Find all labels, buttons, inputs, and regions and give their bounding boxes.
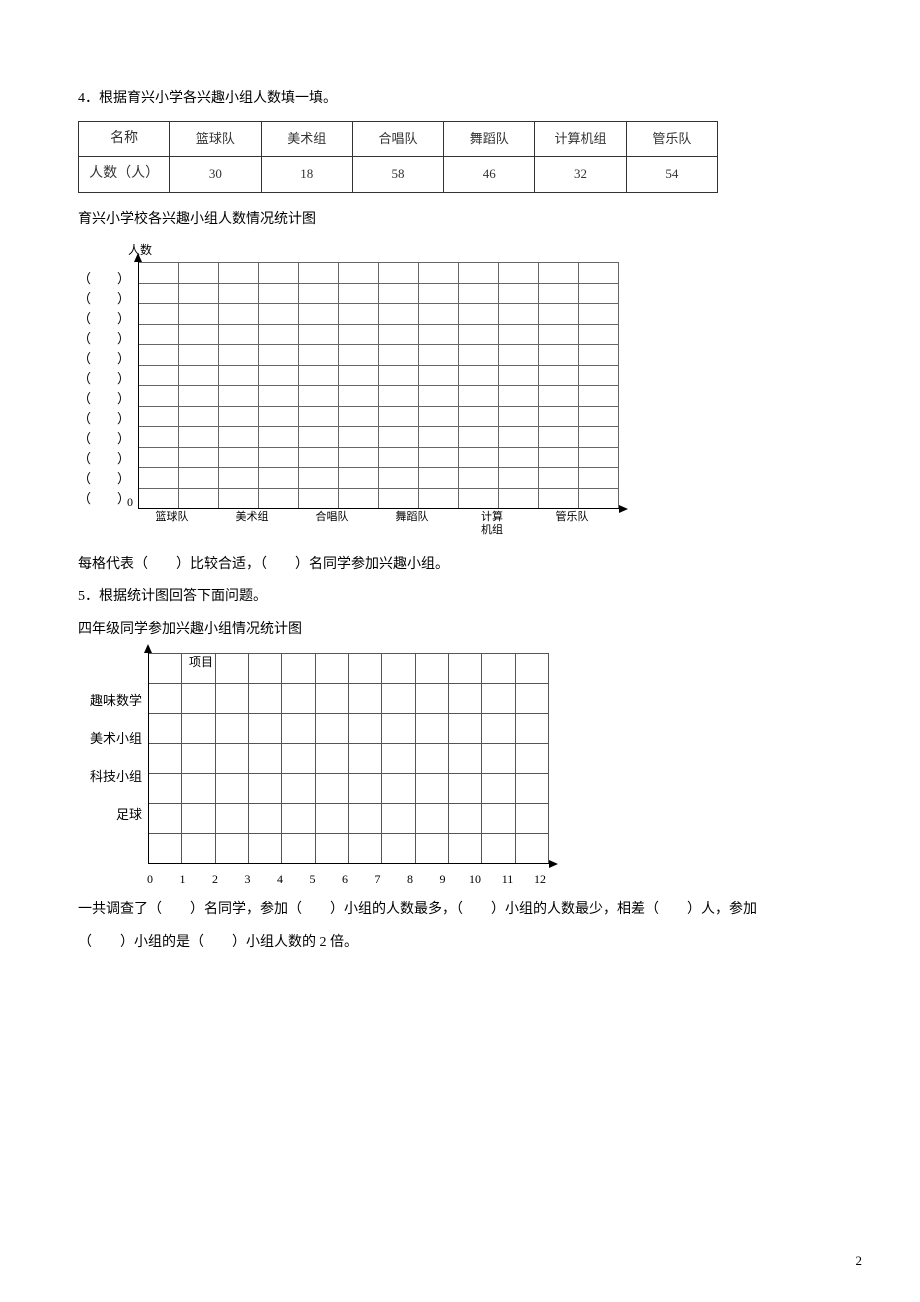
yl-tech: 科技小组 [78, 767, 142, 805]
q4-ylabel-top: 人数 [128, 239, 842, 262]
yb-7: （ ） [78, 409, 130, 429]
yb-5: （ ） [78, 369, 130, 389]
yb-3: （ ） [78, 329, 130, 349]
table-header-row: 名称 篮球队 美术组 合唱队 舞蹈队 计算机组 管乐队 [79, 121, 718, 157]
q5-y-labels: 趣味数学 美术小组 科技小组 足球 [78, 691, 142, 843]
yl-art: 美术小组 [78, 729, 142, 767]
page-number: 2 [856, 1249, 863, 1274]
yl-football: 足球 [78, 805, 142, 843]
val-dance: 46 [444, 157, 535, 193]
q5-x-labels: 0 1 2 3 4 5 6 7 8 9 10 11 12 [148, 868, 548, 891]
q4-chart: 人数 （ ） （ ） （ ） （ ） （ ） （ ） （ ） （ ） （ ） （… [78, 239, 842, 537]
val-basketball: 30 [170, 157, 261, 193]
xt-1: 1 [175, 868, 191, 891]
th-band: 管乐队 [626, 121, 717, 157]
xl-computer: 计算 机组 [452, 511, 532, 537]
th-art: 美术组 [261, 121, 352, 157]
yb-0: （ ） [78, 269, 130, 289]
y-axis-arrow-icon [144, 644, 152, 653]
yb-6: （ ） [78, 389, 130, 409]
yb-9: （ ） [78, 449, 130, 469]
yb-8: （ ） [78, 429, 130, 449]
yb-11: （ ） [78, 489, 130, 509]
xt-10: 10 [467, 868, 483, 891]
val-band: 54 [626, 157, 717, 193]
q4-grid [139, 262, 619, 508]
q4-plot-area: 0 [138, 262, 619, 509]
xt-12: 12 [532, 868, 548, 891]
q5-chart: 趣味数学 美术小组 科技小组 足球 项目 [78, 653, 842, 864]
table-data-row: 人数（人） 30 18 58 46 32 54 [79, 157, 718, 193]
val-art: 18 [261, 157, 352, 193]
x-axis-arrow-icon [619, 505, 628, 513]
q5-sentence-2: （ ）小组的是（ ）小组人数的 2 倍。 [78, 930, 842, 957]
q4-x-labels: 篮球队 美术组 合唱队 舞蹈队 计算 机组 管乐队 [132, 511, 612, 537]
xt-11: 11 [500, 868, 516, 891]
x-axis-arrow-icon [549, 860, 558, 868]
q4-prompt: 4．根据育兴小学各兴趣小组人数填一填。 [78, 86, 842, 113]
q5-chart-title: 四年级同学参加兴趣小组情况统计图 [78, 617, 842, 644]
xt-6: 6 [337, 868, 353, 891]
xl-choir: 合唱队 [292, 511, 372, 537]
q5-plot-area: 项目 [148, 653, 549, 864]
xt-8: 8 [402, 868, 418, 891]
q4-data-table: 名称 篮球队 美术组 合唱队 舞蹈队 计算机组 管乐队 人数（人） 30 18 … [78, 121, 718, 193]
xl-dance: 舞蹈队 [372, 511, 452, 537]
yb-1: （ ） [78, 289, 130, 309]
q4-y-brackets: （ ） （ ） （ ） （ ） （ ） （ ） （ ） （ ） （ ） （ ） … [78, 269, 130, 509]
xt-7: 7 [370, 868, 386, 891]
yb-10: （ ） [78, 469, 130, 489]
th-computer: 计算机组 [535, 121, 626, 157]
xt-5: 5 [305, 868, 321, 891]
th-name: 名称 [79, 121, 170, 157]
q5-grid [149, 653, 549, 863]
th-basketball: 篮球队 [170, 121, 261, 157]
val-choir: 58 [352, 157, 443, 193]
xt-2: 2 [207, 868, 223, 891]
yl-math: 趣味数学 [78, 691, 142, 729]
row-label: 人数（人） [79, 157, 170, 193]
q4-chart-title: 育兴小学校各兴趣小组人数情况统计图 [78, 207, 842, 234]
q5-prompt: 5．根据统计图回答下面问题。 [78, 584, 842, 611]
xt-3: 3 [240, 868, 256, 891]
xl-basketball: 篮球队 [132, 511, 212, 537]
yb-2: （ ） [78, 309, 130, 329]
val-computer: 32 [535, 157, 626, 193]
y-axis-arrow-icon [134, 253, 142, 262]
xl-band: 管乐队 [532, 511, 612, 537]
q5-sentence-1: 一共调查了（ ）名同学，参加（ ）小组的人数最多，（ ）小组的人数最少，相差（ … [78, 897, 842, 924]
th-dance: 舞蹈队 [444, 121, 535, 157]
q4-sentence: 每格代表（ ）比较合适，（ ）名同学参加兴趣小组。 [78, 552, 842, 579]
xt-4: 4 [272, 868, 288, 891]
xt-9: 9 [435, 868, 451, 891]
q4-origin-zero: 0 [127, 491, 133, 514]
yb-4: （ ） [78, 349, 130, 369]
xt-0: 0 [142, 868, 158, 891]
th-choir: 合唱队 [352, 121, 443, 157]
xl-art: 美术组 [212, 511, 292, 537]
